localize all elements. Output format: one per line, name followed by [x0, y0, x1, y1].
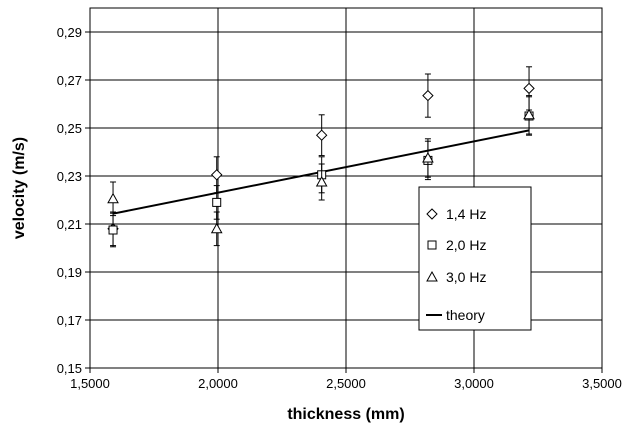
y-tick-label: 0,25 [57, 121, 82, 136]
point-triangle [422, 151, 434, 163]
y-tick-label: 0,27 [57, 73, 82, 88]
point-triangle [210, 222, 223, 234]
point-diamond [211, 169, 223, 181]
legend-label: 1,4 Hz [446, 206, 486, 222]
y-tick-label: 0,29 [57, 25, 82, 40]
y-tick-label: 0,21 [57, 217, 82, 232]
y-axis-label: velocity (m/s) [11, 137, 28, 239]
series-triangle [107, 95, 535, 247]
x-tick-label: 3,5000 [582, 376, 622, 391]
x-tick-label: 2,5000 [326, 376, 366, 391]
x-tick-label: 3,0000 [454, 376, 494, 391]
legend-box [418, 186, 532, 331]
legend-marker-triangle [426, 270, 438, 282]
point-triangle [523, 108, 535, 120]
y-tick-label: 0,15 [57, 361, 82, 376]
point-diamond [422, 89, 434, 102]
point-square [108, 225, 118, 235]
y-axis-ticks: 0,15 0,17 0,19 0,21 0,23 0,25 0,27 0,29 [57, 25, 90, 376]
x-axis-ticks: 1,5000 2,0000 2,5000 3,0000 3,5000 [70, 368, 622, 391]
y-tick-label: 0,19 [57, 265, 82, 280]
legend-label: theory [446, 307, 485, 323]
y-tick-label: 0,23 [57, 169, 82, 184]
x-tick-label: 2,0000 [198, 376, 238, 391]
point-triangle [107, 192, 119, 204]
point-square [212, 197, 222, 207]
point-diamond [523, 82, 535, 95]
legend-marker-diamond [426, 208, 438, 220]
point-triangle [315, 175, 328, 187]
legend: 1,4 Hz 2,0 Hz 3,0 Hz theory [418, 186, 532, 331]
y-tick-label: 0,17 [57, 313, 82, 328]
x-tick-label: 1,5000 [70, 376, 110, 391]
point-diamond [315, 129, 328, 141]
x-axis-label: thickness (mm) [287, 406, 404, 423]
legend-marker-square [427, 240, 437, 250]
legend-label: 2,0 Hz [446, 237, 486, 253]
legend-label: 3,0 Hz [446, 269, 486, 285]
data-points [107, 66, 535, 248]
